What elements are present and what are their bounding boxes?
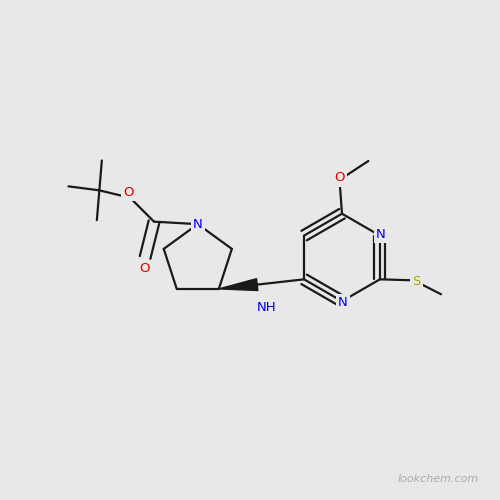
Text: N: N [193, 218, 202, 230]
Text: N: N [376, 228, 386, 240]
Text: N: N [338, 296, 348, 309]
Text: S: S [412, 276, 421, 288]
Text: O: O [123, 186, 134, 200]
Text: NH: NH [256, 302, 276, 314]
Text: O: O [139, 262, 149, 275]
Text: lookchem.com: lookchem.com [398, 474, 478, 484]
Text: O: O [334, 172, 345, 184]
Polygon shape [219, 278, 258, 290]
